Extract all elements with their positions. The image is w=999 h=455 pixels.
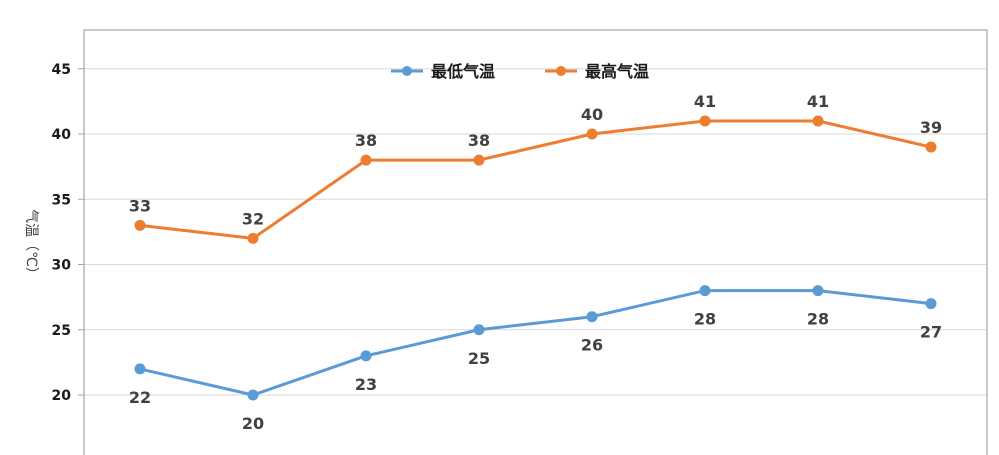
data-label: 38 <box>468 131 490 150</box>
data-point-marker[interactable] <box>812 285 824 297</box>
series-line <box>139 289 932 397</box>
legend-item-min-temp[interactable]: 最低气温 <box>391 62 495 81</box>
y-tick-label: 20 <box>52 388 72 404</box>
data-point-marker[interactable] <box>473 324 485 336</box>
data-label: 26 <box>581 336 603 355</box>
data-label: 28 <box>694 310 716 329</box>
data-label: 20 <box>242 414 264 433</box>
data-label: 39 <box>920 118 942 137</box>
legend-label: 最低气温 <box>431 62 495 81</box>
data-point-marker[interactable] <box>473 154 485 166</box>
data-point-marker[interactable] <box>247 232 259 244</box>
data-label: 28 <box>807 310 829 329</box>
data-point-marker[interactable] <box>586 128 598 140</box>
y-tick-label: 40 <box>52 127 72 143</box>
legend-label: 最高气温 <box>585 62 649 81</box>
data-label: 38 <box>355 131 377 150</box>
legend-marker-icon <box>402 66 412 76</box>
y-tick-label: 25 <box>52 323 71 339</box>
legend: 最低气温 最高气温 <box>391 62 649 81</box>
data-point-marker[interactable] <box>360 154 372 166</box>
y-axis-ticks: 20 25 30 35 40 45 <box>52 62 84 404</box>
plot-area-border <box>83 29 988 455</box>
data-point-marker[interactable] <box>134 363 146 375</box>
data-label: 41 <box>807 92 829 111</box>
legend-marker-icon <box>556 66 566 76</box>
data-label: 23 <box>355 375 377 394</box>
legend-item-max-temp[interactable]: 最高气温 <box>545 62 649 81</box>
series-group: 22 20 23 25 26 28 28 27 33 32 38 38 40 41 41 39 <box>129 92 942 433</box>
data-point-marker[interactable] <box>699 285 711 297</box>
data-label: 41 <box>694 92 716 111</box>
y-tick-label: 45 <box>52 62 71 78</box>
data-point-marker[interactable] <box>586 311 598 323</box>
data-label: 27 <box>920 323 942 342</box>
data-label: 40 <box>581 105 603 124</box>
gridlines <box>84 68 987 396</box>
series-min-temp: 22 20 23 25 26 28 28 27 <box>129 285 942 433</box>
series-max-temp: 33 32 38 38 40 41 41 39 <box>129 92 942 244</box>
data-point-marker[interactable] <box>812 115 824 127</box>
y-axis-label: 气温（℃） <box>23 209 39 281</box>
data-point-marker[interactable] <box>925 298 937 310</box>
series-line <box>139 119 932 240</box>
y-tick-label: 30 <box>52 258 72 274</box>
data-point-marker[interactable] <box>134 219 146 231</box>
y-tick-label: 35 <box>52 192 71 208</box>
data-point-marker[interactable] <box>925 141 937 153</box>
data-point-marker[interactable] <box>699 115 711 127</box>
data-label: 22 <box>129 388 151 407</box>
data-point-marker[interactable] <box>247 389 259 401</box>
data-label: 33 <box>129 196 151 215</box>
data-label: 32 <box>242 209 264 228</box>
data-label: 25 <box>468 349 490 368</box>
data-point-marker[interactable] <box>360 350 372 362</box>
